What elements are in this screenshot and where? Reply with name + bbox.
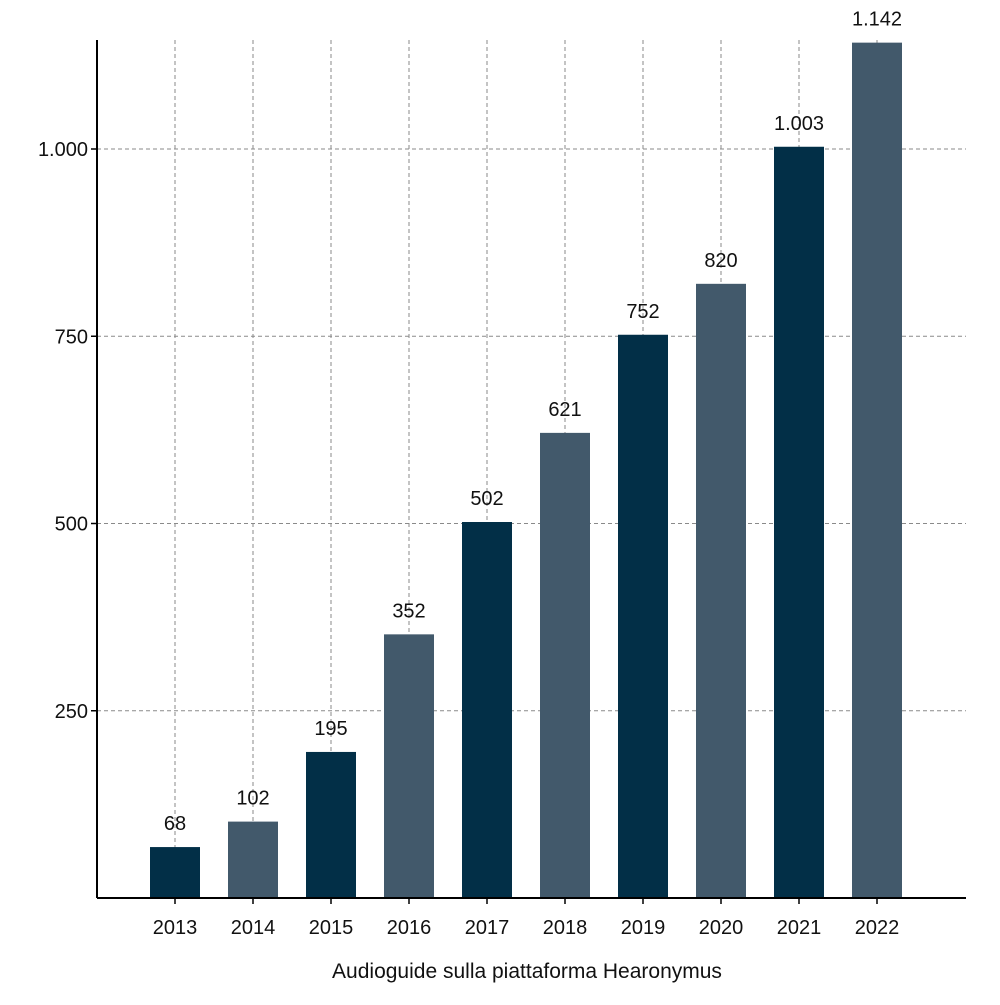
value-label-2017: 502 xyxy=(470,488,503,510)
y-tick-labels: 250 500 750 1.000 xyxy=(38,139,88,723)
x-tick-label-2013: 2013 xyxy=(153,917,198,939)
y-tick-label: 1.000 xyxy=(38,139,88,161)
value-label-2022: 1.142 xyxy=(852,9,902,31)
x-tick-label-2020: 2020 xyxy=(699,917,744,939)
value-label-2018: 621 xyxy=(548,399,581,421)
bar-2021 xyxy=(774,146,824,899)
y-tick-label: 500 xyxy=(55,514,88,536)
x-tick-labels: 2013 2014 2015 2016 2017 2018 2019 2020 2021 2022 xyxy=(153,917,900,939)
value-label-2013: 68 xyxy=(164,813,186,835)
bars xyxy=(150,42,902,899)
value-label-2014: 102 xyxy=(236,788,269,810)
value-labels: 68 102 195 352 502 621 752 820 1.003 1.142 xyxy=(164,9,902,835)
bar-2022 xyxy=(852,42,902,899)
value-label-2020: 820 xyxy=(704,250,737,272)
value-label-2016: 352 xyxy=(392,600,425,622)
x-tick-label-2022: 2022 xyxy=(855,917,900,939)
x-tick-label-2019: 2019 xyxy=(621,917,666,939)
bar-2020 xyxy=(696,283,746,898)
bar-2017 xyxy=(462,522,512,898)
y-tick-label: 250 xyxy=(55,701,88,723)
x-tick-label-2016: 2016 xyxy=(387,917,432,939)
bar-2014 xyxy=(228,821,278,898)
bar-2015 xyxy=(306,751,356,898)
x-tick-label-2015: 2015 xyxy=(309,917,354,939)
x-axis-title: Audioguide sulla piattaforma Hearonymus xyxy=(332,960,722,983)
value-label-2019: 752 xyxy=(626,301,659,323)
bar-2016 xyxy=(384,634,434,898)
bar-2013 xyxy=(150,847,200,898)
bar-2019 xyxy=(618,334,668,898)
value-label-2021: 1.003 xyxy=(774,113,824,135)
x-tick-label-2014: 2014 xyxy=(231,917,276,939)
axes xyxy=(91,40,966,904)
x-tick-label-2017: 2017 xyxy=(465,917,510,939)
x-tick-label-2018: 2018 xyxy=(543,917,588,939)
bar-2018 xyxy=(540,432,590,898)
grid-lines xyxy=(97,40,966,898)
x-tick-label-2021: 2021 xyxy=(777,917,822,939)
value-label-2015: 195 xyxy=(314,718,347,740)
y-tick-label: 750 xyxy=(55,326,88,348)
